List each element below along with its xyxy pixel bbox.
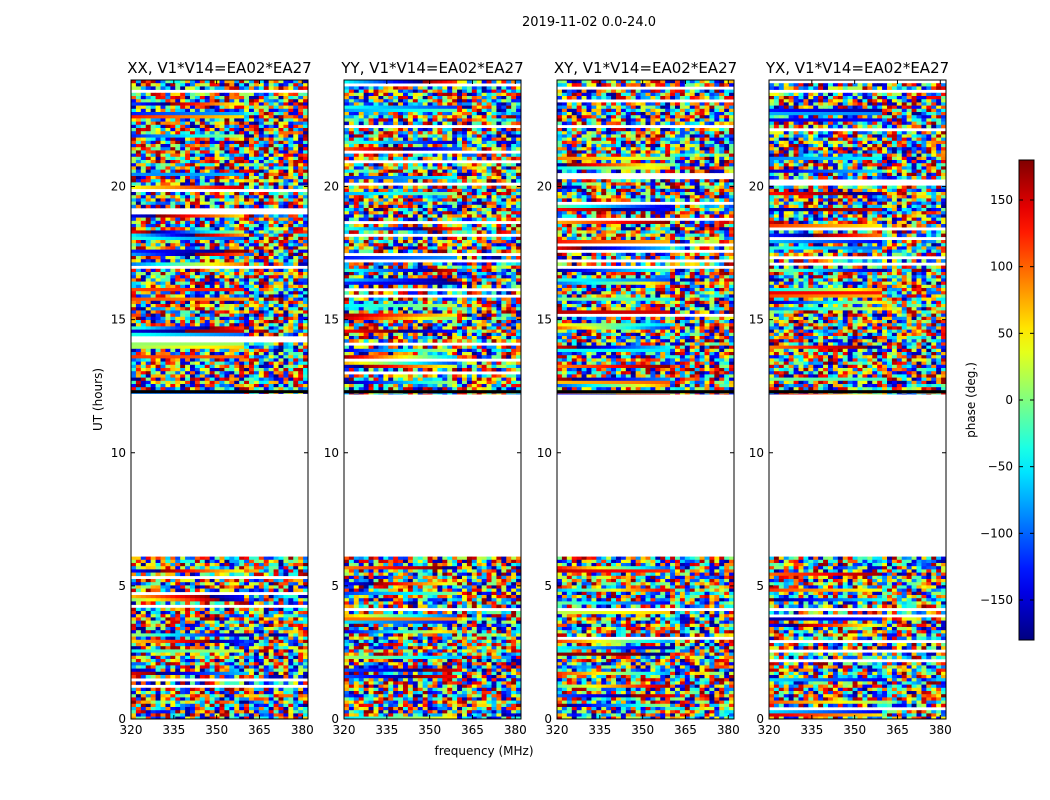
x-tick-label: 320 [120, 723, 143, 737]
colorbar-tick-label: −100 [980, 526, 1013, 540]
figure-suptitle: 2019-11-02 0.0-24.0 [522, 15, 656, 30]
panels: XX, V1*V14=EA02*EA27 320 335 350 365 380 0 5 10 1… [91, 59, 952, 758]
x-tick-label: 365 [886, 723, 909, 737]
x-tick-label: 335 [162, 723, 185, 737]
x-tick-label: 380 [504, 723, 527, 737]
x-tick-label: 335 [588, 723, 611, 737]
axes-frame [768, 79, 947, 720]
x-tick-label: 320 [758, 723, 781, 737]
y-tick-label: 20 [111, 180, 126, 194]
y-tick-label: 15 [537, 313, 552, 327]
phase-heatmap [344, 80, 521, 719]
colorbar-tick-label: 100 [990, 260, 1013, 274]
colorbar-tick-label: 150 [990, 193, 1013, 207]
y-tick-label: 5 [331, 579, 339, 593]
y-tick-label: 0 [756, 712, 764, 726]
x-tick-label: 350 [418, 723, 441, 737]
y-tick-label: 20 [324, 180, 339, 194]
axes-frame [343, 79, 522, 720]
y-tick-label: 10 [111, 446, 126, 460]
axes-frame [556, 79, 735, 720]
panel-title: YX, V1*V14=EA02*EA27 [765, 59, 949, 77]
phase-heatmap [131, 80, 308, 719]
x-axis-label: frequency (MHz) [434, 744, 533, 758]
x-tick-label: 380 [291, 723, 314, 737]
panel-1: XX, V1*V14=EA02*EA27 320 335 350 365 380 0 5 10 1… [91, 59, 314, 737]
x-tick-label: 335 [800, 723, 823, 737]
y-tick-label: 10 [324, 446, 339, 460]
y-tick-label: 5 [118, 579, 126, 593]
panel-title: YY, V1*V14=EA02*EA27 [340, 59, 523, 77]
colorbar: 150 100 50 0 −50 −100 −150 phase (deg.) [964, 159, 1035, 641]
x-tick-label: 365 [248, 723, 271, 737]
y-tick-label: 5 [544, 579, 552, 593]
x-tick-label: 320 [333, 723, 356, 737]
panel-title: XX, V1*V14=EA02*EA27 [127, 59, 311, 77]
y-tick-label: 15 [749, 313, 764, 327]
y-tick-label: 5 [756, 579, 764, 593]
panel-3: XY, V1*V14=EA02*EA27 320 335 350 365 380 0 5 10 1… [537, 59, 740, 737]
y-tick-label: 15 [324, 313, 339, 327]
panel-title: XY, V1*V14=EA02*EA27 [554, 59, 737, 77]
x-tick-label: 350 [205, 723, 228, 737]
y-tick-label: 0 [331, 712, 339, 726]
colorbar-tick-label: −50 [988, 460, 1013, 474]
x-tick-label: 320 [546, 723, 569, 737]
x-tick-label: 380 [717, 723, 740, 737]
panel-4: YX, V1*V14=EA02*EA27 320 335 350 365 380 0 5 10 1… [749, 59, 952, 737]
colorbar-tick-label: 50 [998, 326, 1013, 340]
colorbar-tick-label: −150 [980, 593, 1013, 607]
y-axis-label: UT (hours) [91, 368, 105, 431]
phase-heatmap [769, 83, 946, 719]
y-tick-label: 0 [544, 712, 552, 726]
panel-2: YY, V1*V14=EA02*EA27 320 335 350 365 380 0 5 10 1… [324, 59, 534, 758]
colorbar-tick-label: 0 [1005, 393, 1013, 407]
x-tick-label: 350 [843, 723, 866, 737]
y-tick-label: 10 [749, 446, 764, 460]
x-tick-label: 335 [375, 723, 398, 737]
y-tick-label: 0 [118, 712, 126, 726]
x-tick-label: 365 [674, 723, 697, 737]
y-tick-label: 10 [537, 446, 552, 460]
y-tick-label: 20 [749, 180, 764, 194]
phase-heatmap [557, 80, 734, 719]
x-tick-label: 350 [631, 723, 654, 737]
x-tick-label: 365 [461, 723, 484, 737]
colorbar-label: phase (deg.) [964, 362, 978, 438]
y-tick-label: 20 [537, 180, 552, 194]
y-tick-label: 15 [111, 313, 126, 327]
axes-frame [130, 79, 309, 720]
x-tick-label: 380 [929, 723, 952, 737]
